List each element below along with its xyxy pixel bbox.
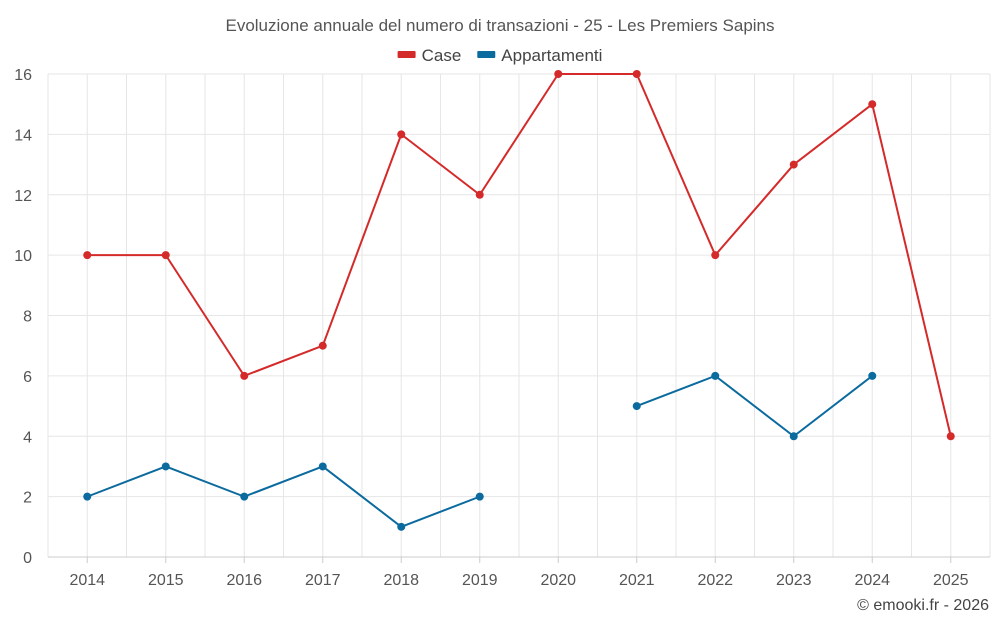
x-tick-label: 2021 (619, 572, 655, 589)
y-tick-label: 10 (14, 248, 32, 265)
legend: Case Appartamenti (397, 46, 602, 65)
y-tick-label: 8 (23, 309, 32, 326)
legend-label: Appartamenti (501, 46, 602, 65)
grid (47, 73, 991, 557)
axes: 0 2 4 6 8 10 12 14 16 2014 2015 2016 2017 2018 2019 202… (14, 67, 990, 589)
y-tick-label: 4 (23, 429, 32, 446)
data-point[interactable] (240, 371, 249, 380)
x-tick-label: 2018 (383, 572, 419, 589)
x-tick-label: 2019 (462, 572, 498, 589)
legend-swatch[interactable] (477, 51, 496, 58)
data-point[interactable] (868, 100, 877, 109)
series-line (87, 73, 952, 437)
data-point[interactable] (161, 251, 170, 260)
data-point[interactable] (475, 190, 484, 199)
x-tick-label: 2023 (776, 572, 812, 589)
data-point[interactable] (161, 462, 170, 471)
y-tick-label: 2 (23, 490, 32, 507)
data-point[interactable] (397, 130, 406, 139)
x-tick-label: 2020 (540, 572, 576, 589)
data-point[interactable] (318, 341, 327, 350)
data-point[interactable] (632, 402, 641, 411)
data-point[interactable] (83, 251, 92, 260)
y-tick-label: 12 (14, 188, 32, 205)
x-tick-label: 2025 (933, 572, 969, 589)
x-tick-label: 2016 (226, 572, 262, 589)
data-point[interactable] (318, 462, 327, 471)
data-point[interactable] (632, 70, 641, 78)
series-line (636, 374, 873, 438)
data-point[interactable] (789, 160, 798, 169)
series-case (83, 70, 955, 441)
data-point[interactable] (83, 492, 92, 501)
chart-title: Evoluzione annuale del numero di transaz… (225, 16, 774, 35)
series-line (86, 465, 481, 528)
series-appartamenti (83, 371, 877, 531)
series-layer (83, 70, 955, 531)
y-tick-label: 16 (14, 67, 32, 84)
y-tick-label: 14 (14, 127, 32, 144)
y-tick-label: 6 (23, 369, 32, 386)
legend-swatch[interactable] (397, 51, 416, 58)
credit-text: © emooki.fr - 2026 (857, 597, 989, 614)
legend-label: Case (422, 46, 462, 65)
data-point[interactable] (554, 70, 563, 78)
x-tick-label: 2015 (148, 572, 184, 589)
data-point[interactable] (868, 371, 877, 380)
data-point[interactable] (711, 371, 720, 380)
x-tick-label: 2014 (69, 572, 105, 589)
data-point[interactable] (397, 522, 406, 531)
x-tick-label: 2024 (854, 572, 890, 589)
data-point[interactable] (946, 432, 955, 441)
data-point[interactable] (475, 492, 484, 501)
x-tick-label: 2017 (305, 572, 341, 589)
x-tick-label: 2022 (697, 572, 733, 589)
y-tick-label: 0 (23, 550, 32, 567)
data-point[interactable] (789, 432, 798, 441)
data-point[interactable] (240, 492, 249, 501)
data-point[interactable] (711, 251, 720, 260)
